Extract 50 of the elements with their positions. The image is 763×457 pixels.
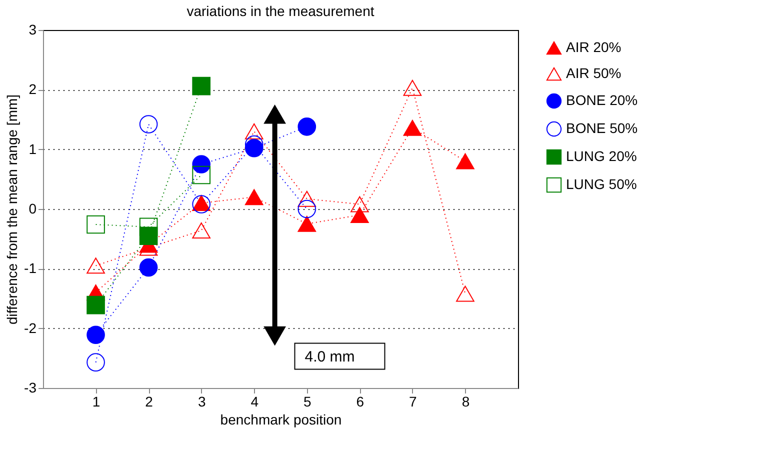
point <box>244 138 264 158</box>
point <box>86 258 105 274</box>
legend-label: LUNG 50% <box>566 176 637 192</box>
point <box>86 296 105 314</box>
legend-label: BONE 20% <box>566 92 638 108</box>
x-tick-label: 7 <box>409 394 418 410</box>
point <box>403 80 422 96</box>
point <box>244 123 264 140</box>
legend-label: BONE 50% <box>566 120 638 136</box>
x-tick-label: 8 <box>462 394 470 410</box>
y-tick-label: 3 <box>28 22 37 38</box>
legend-label: AIR 20% <box>566 39 622 55</box>
point <box>139 115 158 134</box>
y-tick-label: 2 <box>28 81 37 98</box>
point <box>298 118 316 136</box>
point <box>350 196 369 212</box>
annotation: 4.0 mm <box>304 348 355 366</box>
x-tick-label: 6 <box>356 394 364 410</box>
point <box>86 215 105 234</box>
chart-title: variations in the measurement <box>186 3 374 19</box>
point <box>244 189 264 206</box>
y-tick-label: -3 <box>24 380 37 396</box>
point <box>298 190 316 207</box>
x-tick-label: 3 <box>198 394 206 410</box>
x-tick-label: 5 <box>303 394 312 410</box>
x-axis-title: benchmark position <box>220 412 342 428</box>
y-tick-label: -1 <box>24 260 37 276</box>
point <box>403 120 422 136</box>
point <box>298 216 316 232</box>
point <box>456 286 474 302</box>
point <box>298 200 316 218</box>
point <box>139 218 158 236</box>
point <box>86 326 105 344</box>
legend-label: AIR 50% <box>566 65 622 81</box>
point <box>192 222 210 238</box>
point <box>456 153 474 170</box>
point <box>192 155 210 174</box>
x-tick-label: 1 <box>92 394 100 410</box>
x-tick-label: 2 <box>145 394 154 410</box>
y-tick-label: 1 <box>28 140 37 157</box>
point <box>192 76 210 96</box>
x-tick-label: 4 <box>250 394 259 410</box>
point <box>86 353 105 372</box>
y-tick-label: -2 <box>24 320 37 336</box>
y-tick-label: 0 <box>28 200 37 216</box>
legend-label: LUNG 20% <box>566 148 637 164</box>
point <box>139 258 158 277</box>
point <box>350 206 369 223</box>
y-axis-title: difference from the mean range [mm] <box>4 94 20 325</box>
point <box>192 166 210 184</box>
